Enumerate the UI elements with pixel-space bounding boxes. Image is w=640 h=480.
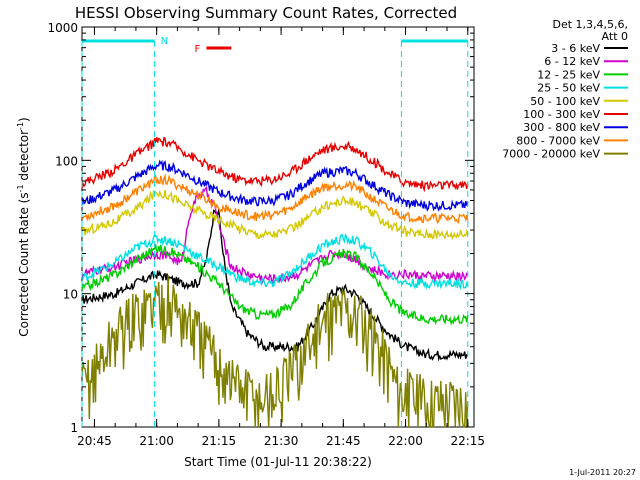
x-tick-label: 21:30: [264, 434, 299, 448]
x-axis-label: Start Time (01-Jul-11 20:38:22): [184, 455, 372, 469]
series-line-3: [81, 233, 469, 291]
x-tick-label: 21:00: [139, 434, 174, 448]
legend-label: 12 - 25 keV: [537, 68, 600, 81]
series-line-8: [81, 274, 469, 428]
flare-annotation: F: [195, 44, 201, 55]
legend-header-line2: Att 0: [602, 30, 628, 43]
overlay-layer: NF: [81, 36, 469, 427]
night-annotation: N: [161, 36, 168, 47]
legend-label: 3 - 6 keV: [551, 42, 600, 55]
series-line-2: [81, 244, 469, 326]
legend-label: 100 - 300 keV: [523, 108, 600, 121]
series-line-6: [81, 159, 469, 212]
legend-label: 50 - 100 keV: [530, 95, 600, 108]
x-tick-label: 21:45: [326, 434, 361, 448]
legend-label: 25 - 50 keV: [537, 82, 600, 95]
y-tick-label: 1: [70, 421, 78, 435]
series-layer: [81, 136, 469, 428]
date-stamp: 1-Jul-2011 20:27: [569, 468, 636, 477]
series-line-1: [81, 185, 469, 285]
legend-label: 800 - 7000 keV: [516, 134, 600, 147]
chart-title: HESSI Observing Summary Count Rates, Cor…: [75, 4, 457, 22]
legend-label: 7000 - 20000 keV: [502, 148, 600, 161]
x-tick-label: 20:45: [77, 434, 112, 448]
y-axis-label: Corrected Count Rate (s-1 detector-1): [16, 117, 31, 336]
y-tick-label: 100: [55, 154, 78, 168]
axis-layer: 1 10 100 1000 20:45 21:00 21:15 21:30 21:45 22:00…: [47, 21, 485, 448]
y-tick-label: 10: [63, 288, 78, 302]
series-line-7: [81, 173, 469, 225]
legend-label: 300 - 800 keV: [523, 121, 600, 134]
legend-label: 6 - 12 keV: [544, 55, 600, 68]
plot-frame: [81, 26, 475, 428]
x-tick-label: 22:15: [450, 434, 485, 448]
series-line-5: [81, 136, 469, 193]
series-line-4: [81, 189, 469, 241]
series-line-0: [81, 208, 469, 362]
x-tick-label: 22:00: [388, 434, 423, 448]
y-tick-label: 1000: [47, 21, 78, 35]
x-tick-label: 21:15: [202, 434, 237, 448]
legend-header-line1: Det 1,3,4,5,6,: [552, 18, 628, 31]
